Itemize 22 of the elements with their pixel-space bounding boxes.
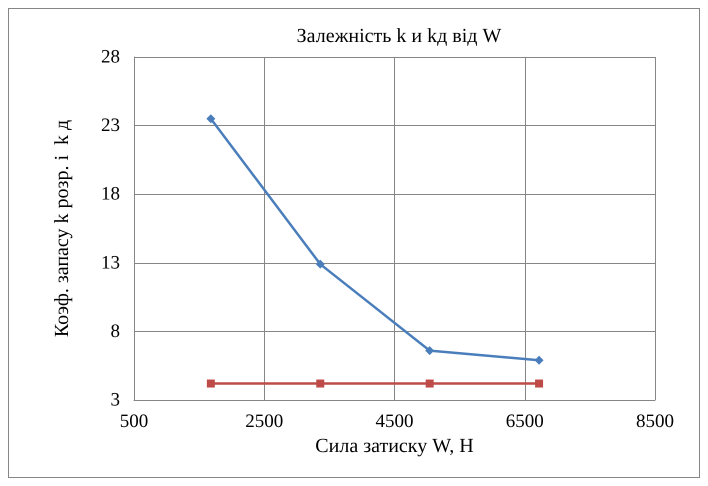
y-tick-label: 8 [110,320,120,342]
y-tick-label: 18 [101,184,120,205]
y-tick-label: 28 [101,46,120,68]
y-tick-label: 23 [101,115,120,136]
point [316,380,324,388]
x-axis-title: Сила затиску W, Н [315,434,474,457]
point [534,356,544,365]
y-tick-label: 13 [101,252,120,274]
x-tick-label: 500 [120,411,148,432]
x-tick-label: 8500 [636,411,674,432]
y-tick-label: 3 [110,390,120,410]
point [316,260,325,269]
x-tick-label: 4500 [376,411,414,432]
x-tick-label: 2500 [245,411,284,432]
x-tick-label: 6500 [506,411,544,432]
point [425,346,434,356]
point [535,380,544,388]
point [206,380,215,388]
chart-title: Залежність k и kд від W [296,25,502,47]
point [426,380,434,388]
y-axis-title: Коэф. запасу k розр. і k д [51,120,73,338]
point [206,114,216,124]
